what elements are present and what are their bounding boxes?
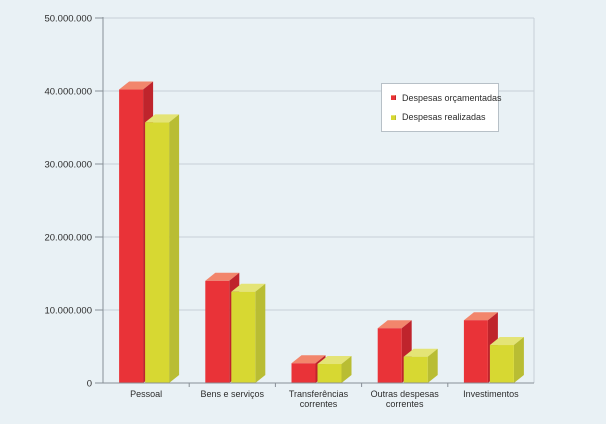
y-axis-label: 50.000.000 <box>44 14 92 25</box>
bar-top-orcamentadas <box>291 355 326 364</box>
legend-marker-orcamentadas-icon <box>391 95 396 101</box>
bar-realizadas-0 <box>145 122 170 383</box>
bar-top-orcamentadas <box>205 272 240 281</box>
legend-marker-realizadas-icon <box>391 114 396 120</box>
bar-orcamentadas-2 <box>291 363 316 383</box>
bar-top-orcamentadas <box>463 312 498 321</box>
x-axis-label: Transferências correntes <box>289 389 349 409</box>
x-axis-label: Investimentos <box>463 389 519 399</box>
bar-top-realizadas <box>231 283 266 292</box>
x-axis-label: Bens e serviços <box>201 389 265 399</box>
bar-side-realizadas <box>513 337 524 383</box>
bar-realizadas-3 <box>403 356 428 383</box>
bar-orcamentadas-0 <box>119 89 144 383</box>
bar-side-realizadas <box>255 283 266 383</box>
legend-item-realizadas: Despesas realizadas <box>391 111 498 123</box>
y-axis-label: 40.000.000 <box>44 87 92 98</box>
legend-label-orcamentadas: Despesas orçamentadas <box>402 92 502 103</box>
legend-label-realizadas: Despesas realizadas <box>402 112 486 123</box>
bar-top-realizadas <box>489 337 524 346</box>
y-axis-label: 20.000.000 <box>44 233 92 244</box>
bar-realizadas-4 <box>489 345 514 383</box>
y-axis-label: 0 <box>87 379 92 390</box>
legend-item-orcamentadas: Despesas orçamentadas <box>391 92 502 104</box>
chart-legend: Despesas orçamentadas Despesas realizada… <box>381 83 502 132</box>
bar-orcamentadas-4 <box>463 320 488 383</box>
bar-top-orcamentadas <box>119 81 154 90</box>
y-axis-label: 10.000.000 <box>44 306 92 317</box>
bar-side-realizadas <box>169 114 180 383</box>
bar-realizadas-1 <box>231 291 256 383</box>
bar-realizadas-2 <box>317 364 342 383</box>
bar-top-realizadas <box>145 114 180 123</box>
bar-side-realizadas <box>341 356 352 383</box>
bar-top-realizadas <box>317 356 352 365</box>
bar-top-orcamentadas <box>377 320 412 329</box>
x-axis-label: Outras despesas correntes <box>371 389 440 409</box>
x-axis-label: Pessoal <box>130 389 162 399</box>
bar-orcamentadas-1 <box>205 280 230 383</box>
y-axis-label: 30.000.000 <box>44 160 92 171</box>
bar-orcamentadas-3 <box>377 328 402 383</box>
bar-top-realizadas <box>403 348 438 357</box>
bar-side-realizadas <box>427 348 438 383</box>
